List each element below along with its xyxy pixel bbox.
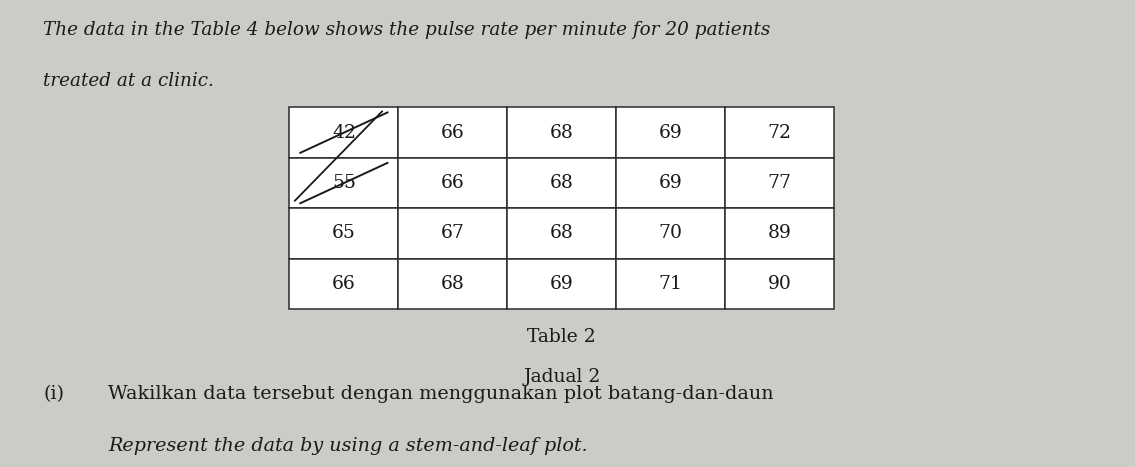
Text: 68: 68 [549,225,574,242]
Text: Wakilkan data tersebut dengan menggunakan plot batang-dan-daun: Wakilkan data tersebut dengan menggunaka… [108,385,773,403]
Text: 68: 68 [549,124,574,142]
Text: 71: 71 [658,275,683,293]
Text: Represent the data by using a stem-and-leaf plot.: Represent the data by using a stem-and-l… [108,437,588,455]
Text: treated at a clinic.: treated at a clinic. [43,72,215,91]
Text: 69: 69 [659,124,682,142]
Text: 89: 89 [767,225,792,242]
Text: 42: 42 [331,124,356,142]
Text: 72: 72 [767,124,792,142]
Text: 77: 77 [767,174,792,192]
Text: Table 2: Table 2 [528,328,596,346]
Text: The data in the Table 4 below shows the pulse rate per minute for 20 patients: The data in the Table 4 below shows the … [43,21,771,39]
Text: 66: 66 [442,174,464,192]
Text: 69: 69 [659,174,682,192]
Text: 67: 67 [440,225,465,242]
Text: (i): (i) [43,385,65,403]
Text: 66: 66 [442,124,464,142]
Text: 90: 90 [767,275,792,293]
Text: 68: 68 [440,275,465,293]
Text: 69: 69 [550,275,573,293]
Text: 55: 55 [331,174,356,192]
Text: 70: 70 [658,225,683,242]
Text: 66: 66 [333,275,355,293]
Text: Jadual 2: Jadual 2 [523,368,600,386]
Text: 65: 65 [331,225,356,242]
Text: 68: 68 [549,174,574,192]
